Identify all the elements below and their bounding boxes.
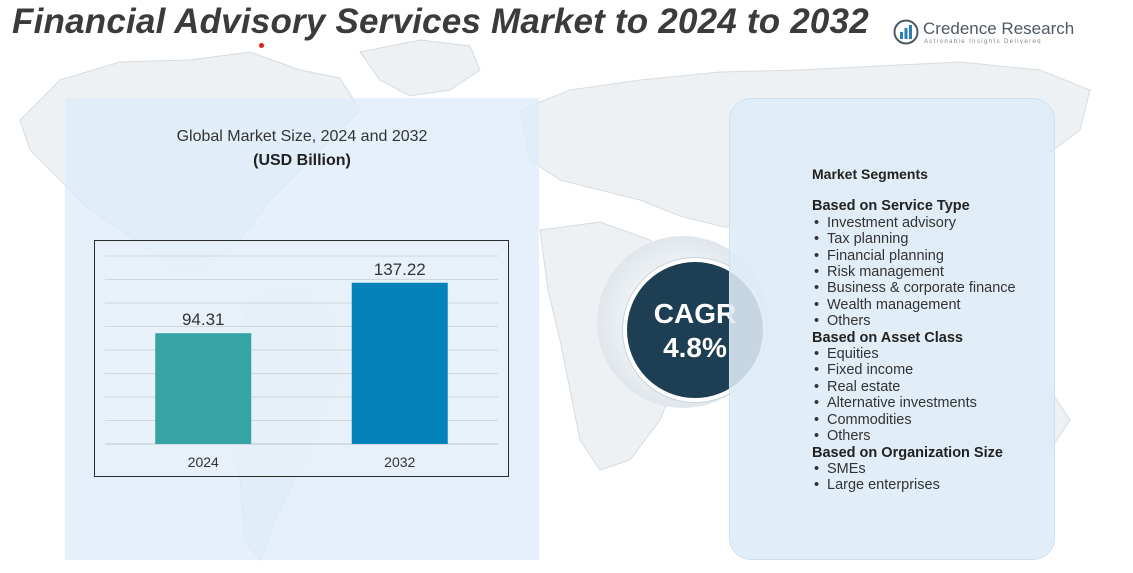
bar-2024: [155, 333, 252, 444]
segments-list: Market Segments Based on Service TypeInv…: [812, 166, 1052, 494]
brand-tagline: Actionable Insights Delivered: [924, 39, 1042, 45]
segment-item: Investment advisory: [812, 215, 1052, 232]
chart-subtitle: (USD Billion): [253, 152, 351, 169]
segment-item: Tax planning: [812, 231, 1052, 248]
segment-item: Risk management: [812, 264, 1052, 281]
segment-item: Others: [812, 313, 1052, 330]
decorative-dot: [259, 43, 264, 48]
brand-name: Credence Research: [923, 19, 1075, 38]
plot-area: 94.31 2024 137.22 2032: [94, 240, 509, 477]
cagr-value: 4.8%: [663, 332, 727, 363]
brand-logo-block: Credence Research Actionable Insights De…: [893, 17, 1083, 49]
segment-item: Others: [812, 428, 1052, 445]
segment-group-title: Based on Asset Class: [812, 329, 963, 346]
segment-group-title: Based on Organization Size: [812, 444, 1003, 461]
cagr-label: CAGR: [653, 298, 737, 329]
chart-title: Global Market Size, 2024 and 2032: [176, 128, 428, 145]
market-segments-panel: Market Segments Based on Service TypeInv…: [729, 98, 1055, 560]
segment-group-title: Based on Service Type: [812, 198, 970, 215]
segment-item: Financial planning: [812, 248, 1052, 265]
segment-item: Fixed income: [812, 362, 1052, 379]
data-label-2032: 137.22: [374, 260, 426, 279]
segment-item: Business & corporate finance: [812, 280, 1052, 297]
x-tick-label-2032: 2032: [384, 454, 415, 470]
segment-item: Large enterprises: [812, 477, 1052, 494]
page-title: Financial Advisory Services Market to 20…: [12, 2, 869, 41]
segment-item: Commodities: [812, 412, 1052, 429]
segment-item: Alternative investments: [812, 395, 1052, 412]
segment-item: SMEs: [812, 461, 1052, 478]
segment-item: Equities: [812, 346, 1052, 363]
segments-heading: Market Segments: [812, 166, 928, 182]
bar-chart: 94.31 2024 137.22 2032: [105, 255, 498, 470]
market-size-chart-panel: Global Market Size, 2024 and 2032 (USD B…: [65, 98, 539, 560]
segment-item: Real estate: [812, 379, 1052, 396]
data-label-2024: 94.31: [182, 310, 225, 329]
segment-item: Wealth management: [812, 297, 1052, 314]
x-tick-label-2024: 2024: [188, 454, 219, 470]
bar-chart-logo-icon: [893, 19, 919, 45]
bar-2032: [351, 282, 448, 444]
